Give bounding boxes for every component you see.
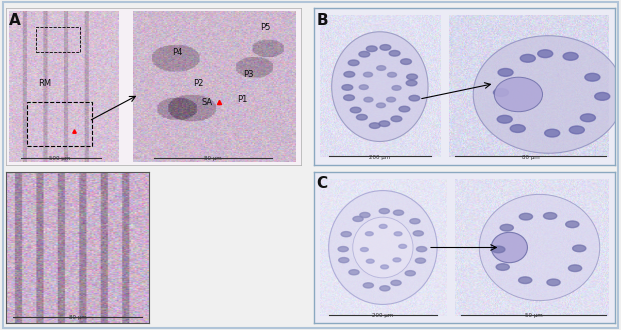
Circle shape xyxy=(381,265,389,269)
Circle shape xyxy=(353,216,363,221)
Circle shape xyxy=(393,258,401,262)
Text: P2: P2 xyxy=(193,79,203,88)
Text: 80 μm: 80 μm xyxy=(69,315,86,320)
Circle shape xyxy=(410,219,420,224)
Circle shape xyxy=(363,72,373,77)
Circle shape xyxy=(595,92,610,100)
Circle shape xyxy=(409,95,420,101)
Text: 50 μm: 50 μm xyxy=(525,313,542,318)
Text: 200 μm: 200 μm xyxy=(369,155,391,160)
Circle shape xyxy=(366,46,377,51)
Circle shape xyxy=(547,279,560,286)
Circle shape xyxy=(348,60,359,66)
Circle shape xyxy=(360,85,368,89)
Circle shape xyxy=(393,210,404,215)
Ellipse shape xyxy=(353,217,413,278)
Circle shape xyxy=(377,66,386,70)
Circle shape xyxy=(338,247,348,252)
Text: 200 μm: 200 μm xyxy=(372,313,394,318)
Circle shape xyxy=(391,280,401,285)
Circle shape xyxy=(497,115,512,123)
Ellipse shape xyxy=(473,36,621,153)
Circle shape xyxy=(349,270,359,275)
Circle shape xyxy=(519,277,532,283)
Text: SA: SA xyxy=(201,98,212,107)
Circle shape xyxy=(415,258,425,263)
Text: P4: P4 xyxy=(172,48,183,57)
Text: A: A xyxy=(9,13,21,28)
Circle shape xyxy=(543,213,557,219)
Circle shape xyxy=(364,97,373,102)
Circle shape xyxy=(365,232,373,236)
Circle shape xyxy=(369,123,380,128)
Circle shape xyxy=(360,248,368,251)
Text: 500 μm: 500 μm xyxy=(48,156,70,161)
Circle shape xyxy=(342,84,353,90)
Circle shape xyxy=(389,50,400,56)
Circle shape xyxy=(407,74,417,80)
Text: B: B xyxy=(317,13,329,28)
Circle shape xyxy=(391,116,402,122)
Text: P1: P1 xyxy=(237,95,247,104)
Circle shape xyxy=(386,97,396,102)
Ellipse shape xyxy=(332,32,428,142)
Circle shape xyxy=(413,231,424,236)
Circle shape xyxy=(498,69,513,76)
Text: P3: P3 xyxy=(243,70,253,79)
Circle shape xyxy=(379,209,389,214)
Text: 80 μm: 80 μm xyxy=(204,156,222,161)
Bar xyxy=(27,102,92,146)
Text: RM: RM xyxy=(38,79,51,88)
Circle shape xyxy=(417,247,427,252)
Ellipse shape xyxy=(491,232,527,263)
Circle shape xyxy=(394,232,402,236)
Circle shape xyxy=(510,125,525,132)
Circle shape xyxy=(376,103,386,108)
Circle shape xyxy=(360,213,370,217)
Circle shape xyxy=(492,246,505,253)
Circle shape xyxy=(406,80,417,86)
Circle shape xyxy=(399,245,407,248)
Bar xyxy=(36,27,80,52)
Circle shape xyxy=(520,54,535,62)
Ellipse shape xyxy=(494,77,543,112)
Circle shape xyxy=(494,88,509,96)
Circle shape xyxy=(573,245,586,252)
Circle shape xyxy=(545,129,560,137)
Circle shape xyxy=(388,72,397,77)
Text: P5: P5 xyxy=(261,22,271,32)
Circle shape xyxy=(350,107,361,113)
Ellipse shape xyxy=(479,194,600,301)
Text: C: C xyxy=(317,176,328,191)
Circle shape xyxy=(343,95,355,101)
Circle shape xyxy=(380,286,390,291)
Circle shape xyxy=(566,221,579,228)
Circle shape xyxy=(392,85,401,90)
Circle shape xyxy=(338,257,349,263)
Circle shape xyxy=(359,51,369,57)
Circle shape xyxy=(379,224,387,228)
Circle shape xyxy=(401,59,412,64)
Circle shape xyxy=(563,52,578,60)
Text: 80 μm: 80 μm xyxy=(522,155,539,160)
Circle shape xyxy=(585,73,600,81)
Circle shape xyxy=(568,265,582,272)
Circle shape xyxy=(405,271,415,276)
Circle shape xyxy=(500,224,514,231)
Circle shape xyxy=(363,283,373,288)
Circle shape xyxy=(366,259,374,263)
Circle shape xyxy=(569,126,584,134)
Circle shape xyxy=(356,115,367,120)
Ellipse shape xyxy=(329,190,437,304)
Circle shape xyxy=(538,50,553,58)
Circle shape xyxy=(581,114,596,122)
Circle shape xyxy=(344,72,355,77)
Circle shape xyxy=(496,264,509,270)
Circle shape xyxy=(380,45,391,50)
Circle shape xyxy=(519,213,533,220)
Circle shape xyxy=(379,121,390,126)
Circle shape xyxy=(341,232,351,237)
Circle shape xyxy=(399,106,410,112)
